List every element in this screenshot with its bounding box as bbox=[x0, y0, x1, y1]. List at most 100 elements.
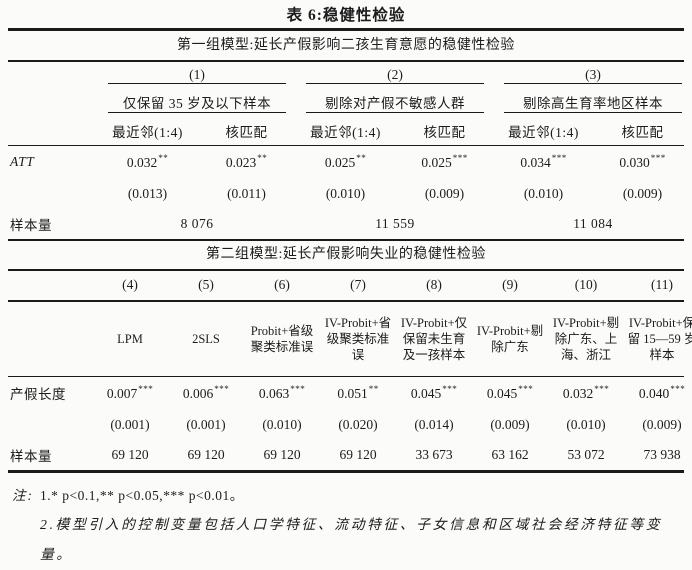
samplesize-cell: 11 084 bbox=[573, 216, 613, 231]
top-rule bbox=[8, 28, 684, 31]
note-prefix: 注: bbox=[12, 487, 34, 503]
se-cell: (0.010) bbox=[523, 185, 564, 201]
samplesize-cell: 73 938 bbox=[643, 447, 681, 462]
coef-cell: 0.045*** bbox=[486, 384, 534, 401]
att-cell: 0.032** bbox=[126, 153, 169, 170]
significance-stars: *** bbox=[518, 384, 534, 394]
col-number-1: (1) bbox=[108, 67, 286, 84]
samplesize-cell: 8 076 bbox=[180, 216, 214, 231]
panel2-body-rule bbox=[8, 375, 684, 377]
coef-cell: 0.006*** bbox=[182, 384, 230, 401]
significance-stars: *** bbox=[452, 153, 468, 163]
subcol-header: 核匹配 bbox=[621, 124, 664, 140]
method-header: IV-Probit+仅保留未生育及一孩样本 bbox=[400, 315, 468, 362]
method-header: IV-Probit+剔除广东 bbox=[476, 323, 544, 354]
se-cell: (0.009) bbox=[622, 185, 663, 201]
coef-cell: 0.045*** bbox=[410, 384, 458, 401]
att-cell: 0.034*** bbox=[520, 153, 567, 170]
significance-stars: *** bbox=[551, 153, 567, 163]
panel2-samplesize-row: 样本量 69 120 69 120 69 120 69 120 33 673 6… bbox=[8, 440, 684, 470]
samplesize-cell: 53 072 bbox=[567, 447, 605, 462]
col-number-7: (7) bbox=[350, 277, 366, 292]
samplesize-row-label: 样本量 bbox=[10, 218, 52, 233]
panel-divider-rule bbox=[8, 239, 684, 241]
se-cell: (0.010) bbox=[566, 416, 606, 432]
method-header: Probit+省级聚类标准误 bbox=[250, 323, 314, 354]
subcol-header: 最近邻(1:4) bbox=[112, 124, 183, 140]
panel2-section-title: 第二组模型:延长产假影响失业的稳健性检验 bbox=[206, 247, 486, 262]
col-number-11: (11) bbox=[651, 277, 673, 292]
att-row-label: ATT bbox=[10, 154, 35, 169]
note-2: 2.模型引入的控制变量包括人口学特征、流动特征、子女信息和区域社会经济特征等变量… bbox=[40, 516, 663, 562]
subcol-header: 最近邻(1:4) bbox=[310, 124, 381, 140]
col-number-8: (8) bbox=[426, 277, 442, 292]
panel1-header-rule bbox=[8, 59, 684, 62]
panel1-column-number-row: (1) (2) (3) bbox=[8, 62, 684, 89]
samplesize-cell: 33 673 bbox=[415, 447, 453, 462]
col-number-9: (9) bbox=[502, 277, 518, 292]
group-label-3: 剔除高生育率地区样本 bbox=[504, 92, 682, 113]
se-cell: (0.020) bbox=[338, 416, 378, 432]
significance-stars: ** bbox=[356, 153, 367, 163]
method-header: 2SLS bbox=[192, 331, 220, 346]
bottom-rule bbox=[8, 470, 684, 473]
significance-stars: *** bbox=[650, 153, 666, 163]
samplesize-cell: 63 162 bbox=[491, 447, 529, 462]
panel2-coef-row: 产假长度 0.007*** 0.006*** 0.063*** 0.051** … bbox=[8, 377, 685, 409]
samplesize-cell: 69 120 bbox=[187, 447, 225, 462]
se-cell: (0.013) bbox=[127, 185, 168, 201]
coef-row-label: 产假长度 bbox=[10, 387, 66, 402]
panel2-se-row: (0.001) (0.001) (0.010) (0.020) (0.014) … bbox=[8, 409, 684, 440]
panel2-subheader-rule bbox=[8, 299, 684, 302]
samplesize-cell: 69 120 bbox=[339, 447, 377, 462]
significance-stars: *** bbox=[138, 384, 154, 394]
coef-cell: 0.032*** bbox=[562, 384, 610, 401]
subcol-header: 核匹配 bbox=[225, 124, 268, 140]
coef-cell: 0.063*** bbox=[258, 384, 306, 401]
coef-cell: 0.007*** bbox=[106, 384, 154, 401]
col-number-3: (3) bbox=[504, 67, 682, 84]
samplesize-cell: 69 120 bbox=[111, 447, 149, 462]
col-number-4: (4) bbox=[122, 277, 138, 292]
se-cell: (0.001) bbox=[186, 416, 226, 432]
samplesize-cell: 69 120 bbox=[263, 447, 301, 462]
significance-stars: ** bbox=[158, 153, 169, 163]
significance-stars: ** bbox=[257, 153, 268, 163]
group-label-1: 仅保留 35 岁及以下样本 bbox=[108, 92, 286, 113]
se-cell: (0.001) bbox=[110, 416, 150, 432]
samplesize-row-label: 样本量 bbox=[10, 449, 52, 464]
significance-stars: ** bbox=[368, 384, 379, 394]
coef-cell: 0.040*** bbox=[638, 384, 686, 401]
panel1-section-title: 第一组模型:延长产假影响二孩生育意愿的稳健性检验 bbox=[177, 37, 515, 53]
panel1-subcolumn-row: 最近邻(1:4) 核匹配 最近邻(1:4) 核匹配 最近邻(1:4) 核匹配 bbox=[8, 117, 684, 145]
coef-cell: 0.051** bbox=[337, 384, 379, 401]
att-cell: 0.023** bbox=[225, 153, 268, 170]
samplesize-cell: 11 559 bbox=[375, 216, 415, 231]
note-1-text: 1.* p<0.1,** p<0.05,*** p<0.01。 bbox=[40, 487, 244, 503]
significance-stars: *** bbox=[442, 384, 458, 394]
note-1: 注: 1.* p<0.1,** p<0.05,*** p<0.01。 bbox=[8, 481, 684, 510]
significance-stars: *** bbox=[594, 384, 610, 394]
panel1-se-row: (0.013) (0.011) (0.010) (0.009) (0.010) … bbox=[8, 178, 684, 209]
se-cell: (0.014) bbox=[414, 416, 454, 432]
se-cell: (0.009) bbox=[490, 416, 530, 432]
panel2-column-number-row: (4) (5) (6) (7) (8) (9) (10) (11) bbox=[8, 271, 684, 300]
se-cell: (0.009) bbox=[642, 416, 682, 432]
group-label-2: 剔除对产假不敏感人群 bbox=[306, 92, 484, 113]
subcol-header: 核匹配 bbox=[423, 124, 466, 140]
method-header: IV-Probit+省级聚类标准误 bbox=[324, 315, 392, 362]
table-title: 表 6:稳健性检验 bbox=[286, 7, 406, 24]
att-cell: 0.030*** bbox=[619, 153, 666, 170]
panel1-body-rule bbox=[8, 144, 684, 146]
att-cell: 0.025*** bbox=[421, 153, 468, 170]
se-cell: (0.011) bbox=[227, 185, 266, 201]
method-header: IV-Probit+保留 15—59 岁样本 bbox=[627, 315, 692, 362]
panel1-samplesize-row: 样本量 8 076 11 559 11 084 bbox=[8, 209, 684, 239]
panel2-header-rule bbox=[8, 269, 684, 271]
att-cell: 0.025** bbox=[324, 153, 367, 170]
subcol-header: 最近邻(1:4) bbox=[508, 124, 579, 140]
method-header: LPM bbox=[117, 331, 143, 346]
panel1-att-row: ATT 0.032** 0.023** 0.025** 0.025*** 0.0… bbox=[8, 146, 684, 178]
significance-stars: *** bbox=[290, 384, 306, 394]
